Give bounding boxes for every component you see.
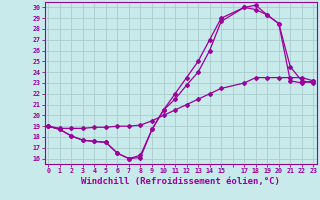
X-axis label: Windchill (Refroidissement éolien,°C): Windchill (Refroidissement éolien,°C)	[81, 177, 280, 186]
